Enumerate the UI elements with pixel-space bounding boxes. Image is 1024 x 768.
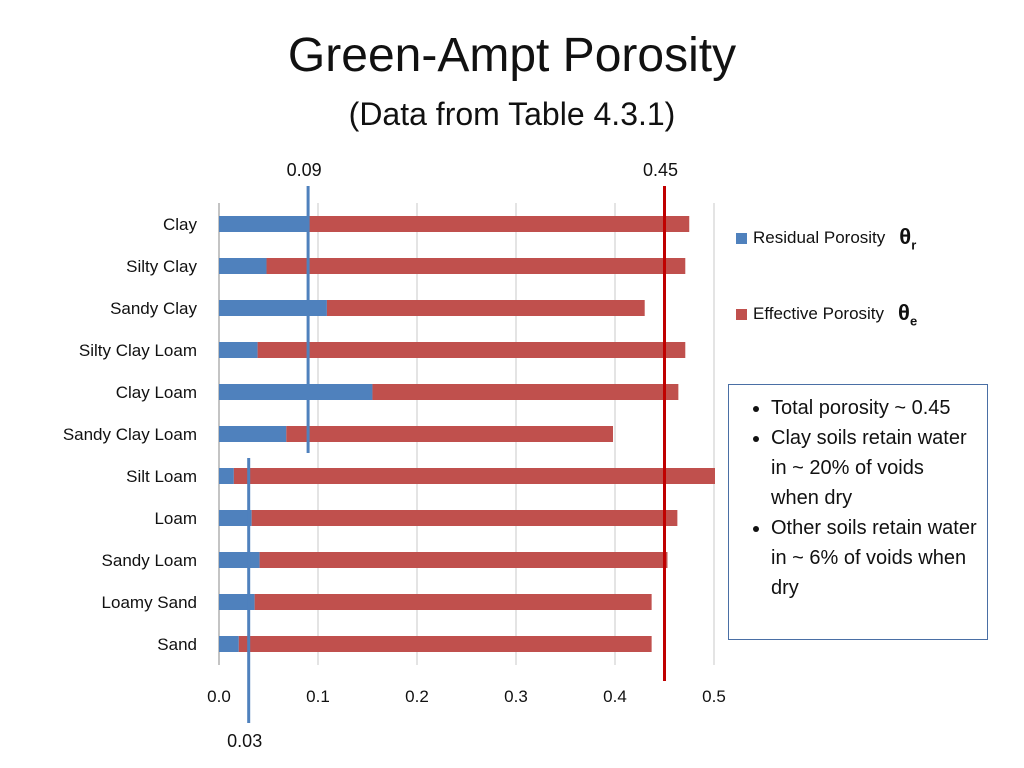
bar-effective-porosity bbox=[372, 384, 679, 400]
y-tick-label: Clay Loam bbox=[116, 383, 197, 402]
y-tick-label: Silty Clay Loam bbox=[79, 341, 197, 360]
bar-effective-porosity bbox=[251, 510, 678, 526]
theta-e-symbol: θe bbox=[898, 300, 918, 329]
y-tick-label: Sandy Clay Loam bbox=[63, 425, 197, 444]
y-tick-label: Silty Clay bbox=[126, 257, 197, 276]
bar-effective-porosity bbox=[233, 468, 715, 484]
bar-effective-porosity bbox=[254, 594, 652, 610]
legend-swatch-effective bbox=[736, 308, 747, 320]
y-tick-label: Sandy Loam bbox=[102, 551, 197, 570]
x-tick-label: 0.2 bbox=[405, 687, 429, 706]
reference-line-label: 0.09 bbox=[287, 160, 322, 180]
bar-residual-porosity bbox=[219, 300, 327, 316]
note-item: Other soils retain water in ~ 6% of void… bbox=[771, 513, 977, 603]
x-tick-label: 0.3 bbox=[504, 687, 528, 706]
x-tick-label: 0.1 bbox=[306, 687, 330, 706]
bar-residual-porosity bbox=[219, 426, 287, 442]
bar-effective-porosity bbox=[238, 636, 652, 652]
reference-line-label: 0.45 bbox=[643, 160, 678, 180]
legend-swatch-residual bbox=[736, 232, 747, 244]
note-item: Total porosity ~ 0.45 bbox=[771, 393, 977, 423]
y-tick-label: Silt Loam bbox=[126, 467, 197, 486]
y-tick-label: Loam bbox=[154, 509, 197, 528]
x-tick-label: 0.0 bbox=[207, 687, 231, 706]
legend-item-effective: Effective Porosity θe bbox=[736, 300, 917, 328]
bar-effective-porosity bbox=[308, 216, 690, 232]
x-tick-label: 0.5 bbox=[702, 687, 726, 706]
bar-residual-porosity bbox=[219, 216, 309, 232]
y-tick-label: Clay bbox=[163, 215, 198, 234]
bar-residual-porosity bbox=[219, 594, 255, 610]
bar-effective-porosity bbox=[257, 342, 686, 358]
note-item: Clay soils retain water in ~ 20% of void… bbox=[771, 423, 977, 513]
bar-effective-porosity bbox=[259, 552, 668, 568]
slide-subtitle: (Data from Table 4.3.1) bbox=[348, 96, 676, 132]
legend-label-residual: Residual Porosity bbox=[753, 228, 886, 248]
legend-item-residual: Residual Porosity θr bbox=[736, 224, 916, 252]
notes-box: Total porosity ~ 0.45 Clay soils retain … bbox=[728, 384, 988, 640]
bar-effective-porosity bbox=[286, 426, 614, 442]
y-tick-label: Sand bbox=[157, 635, 197, 654]
bar-residual-porosity bbox=[219, 468, 234, 484]
bar-effective-porosity bbox=[266, 258, 686, 274]
bar-residual-porosity bbox=[219, 636, 239, 652]
x-tick-label: 0.4 bbox=[603, 687, 627, 706]
y-tick-label: Loamy Sand bbox=[102, 593, 197, 612]
bar-residual-porosity bbox=[219, 552, 260, 568]
legend-label-effective: Effective Porosity bbox=[753, 304, 885, 324]
bar-residual-porosity bbox=[219, 510, 252, 526]
reference-line-label: 0.03 bbox=[227, 731, 262, 751]
bar-residual-porosity bbox=[219, 342, 258, 358]
slide-title: Green-Ampt Porosity bbox=[287, 29, 737, 82]
bar-residual-porosity bbox=[219, 258, 267, 274]
bar-effective-porosity bbox=[326, 300, 645, 316]
theta-r-symbol: θr bbox=[899, 224, 917, 253]
bar-residual-porosity bbox=[219, 384, 373, 400]
y-tick-label: Sandy Clay bbox=[110, 299, 197, 318]
